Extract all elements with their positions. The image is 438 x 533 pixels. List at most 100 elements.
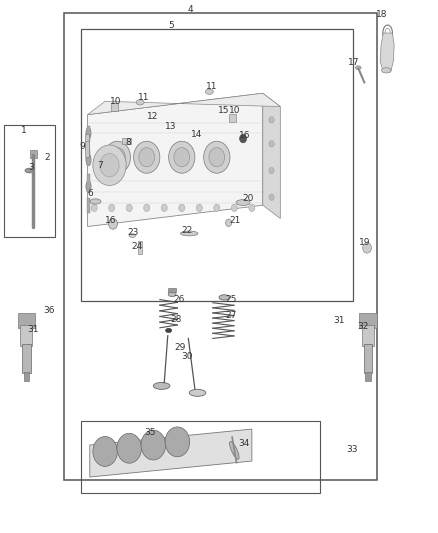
Text: 24: 24 <box>131 242 142 251</box>
Ellipse shape <box>86 127 91 139</box>
Text: 8: 8 <box>125 138 131 147</box>
Text: 7: 7 <box>97 161 103 169</box>
Circle shape <box>93 437 117 466</box>
Circle shape <box>209 148 225 167</box>
Text: 16: 16 <box>239 132 250 140</box>
Ellipse shape <box>189 389 206 397</box>
Bar <box>111 103 118 111</box>
Polygon shape <box>88 93 263 227</box>
Bar <box>64 13 377 480</box>
Text: 22: 22 <box>181 227 193 235</box>
Bar <box>122 138 131 144</box>
Circle shape <box>169 141 195 173</box>
Circle shape <box>109 204 115 212</box>
Text: 15: 15 <box>218 107 229 115</box>
Circle shape <box>249 204 255 212</box>
Ellipse shape <box>90 199 101 204</box>
Text: 4: 4 <box>188 5 193 14</box>
Circle shape <box>179 204 185 212</box>
Circle shape <box>109 219 117 229</box>
Text: 31: 31 <box>333 317 344 325</box>
Ellipse shape <box>205 89 213 94</box>
Circle shape <box>240 134 247 143</box>
Circle shape <box>174 148 190 167</box>
Circle shape <box>161 204 167 212</box>
Text: 35: 35 <box>145 429 156 437</box>
Ellipse shape <box>356 66 361 69</box>
Text: 11: 11 <box>138 93 149 102</box>
Bar <box>87 126 90 141</box>
Text: 10: 10 <box>110 98 122 106</box>
Circle shape <box>165 427 190 457</box>
Bar <box>362 325 374 346</box>
Bar <box>85 134 89 150</box>
Bar <box>138 241 142 254</box>
Bar <box>24 372 29 381</box>
Bar <box>81 29 353 301</box>
Text: 28: 28 <box>171 315 182 324</box>
Bar <box>359 313 377 328</box>
Text: 9: 9 <box>79 142 85 151</box>
Bar <box>30 150 37 158</box>
Text: 33: 33 <box>346 445 357 454</box>
Text: 18: 18 <box>376 11 388 19</box>
Circle shape <box>226 219 232 227</box>
Bar <box>87 174 90 189</box>
Circle shape <box>269 141 274 147</box>
Circle shape <box>141 430 166 460</box>
Text: 34: 34 <box>239 440 250 448</box>
Circle shape <box>214 204 220 212</box>
Ellipse shape <box>153 383 170 389</box>
Text: 1: 1 <box>21 126 27 135</box>
Ellipse shape <box>180 231 198 236</box>
Bar <box>18 313 35 328</box>
Bar <box>229 114 236 122</box>
Text: 12: 12 <box>147 112 158 120</box>
Text: 3: 3 <box>28 164 35 172</box>
Polygon shape <box>380 33 394 72</box>
Text: 16: 16 <box>105 216 116 224</box>
Circle shape <box>144 204 150 212</box>
Circle shape <box>269 194 274 200</box>
Ellipse shape <box>236 200 250 205</box>
Ellipse shape <box>168 292 176 297</box>
Text: 30: 30 <box>182 352 193 360</box>
Text: 14: 14 <box>191 130 202 139</box>
Text: 11: 11 <box>206 83 218 91</box>
Ellipse shape <box>86 154 91 166</box>
Circle shape <box>269 117 274 123</box>
Circle shape <box>363 243 371 253</box>
Text: 36: 36 <box>44 306 55 314</box>
Circle shape <box>100 154 119 177</box>
Ellipse shape <box>230 441 239 459</box>
Text: 25: 25 <box>225 295 237 304</box>
Text: 10: 10 <box>229 107 240 115</box>
Polygon shape <box>88 93 280 115</box>
Circle shape <box>93 145 126 185</box>
Text: 31: 31 <box>28 325 39 334</box>
Ellipse shape <box>129 233 135 237</box>
Text: 27: 27 <box>225 311 237 320</box>
Bar <box>81 421 320 493</box>
Circle shape <box>196 204 202 212</box>
Bar <box>87 150 90 165</box>
Circle shape <box>269 167 274 174</box>
Text: 29: 29 <box>174 343 185 352</box>
Ellipse shape <box>25 168 35 173</box>
Text: 32: 32 <box>357 322 368 330</box>
Circle shape <box>134 141 160 173</box>
Text: 20: 20 <box>243 195 254 203</box>
Polygon shape <box>263 93 280 219</box>
Circle shape <box>231 204 237 212</box>
Ellipse shape <box>86 181 91 192</box>
Bar <box>168 288 176 292</box>
Text: 23: 23 <box>127 229 138 237</box>
Ellipse shape <box>136 100 144 105</box>
Bar <box>22 344 31 373</box>
Bar <box>20 325 32 346</box>
Bar <box>87 198 90 213</box>
Bar <box>364 344 372 373</box>
Text: 2: 2 <box>45 153 50 161</box>
Text: 13: 13 <box>165 123 177 131</box>
Ellipse shape <box>381 68 391 73</box>
